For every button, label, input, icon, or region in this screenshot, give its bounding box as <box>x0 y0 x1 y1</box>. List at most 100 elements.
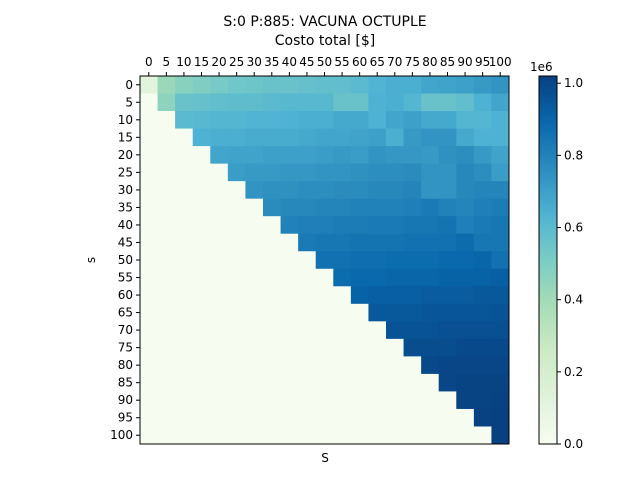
heatmap-cell <box>298 286 317 305</box>
heatmap-cell <box>192 426 211 445</box>
heatmap-cell <box>175 373 194 392</box>
heatmap-cell <box>157 216 176 235</box>
y-tick-label: 60 <box>118 288 133 302</box>
y-axis-label: s <box>84 257 98 263</box>
heatmap-cell <box>280 233 299 252</box>
heatmap-cell <box>315 198 334 217</box>
heatmap-cell <box>350 286 369 305</box>
heatmap-cell <box>192 373 211 392</box>
heatmap-cell <box>403 286 422 305</box>
heatmap-cell <box>403 181 422 200</box>
heatmap-cell <box>298 181 317 200</box>
heatmap-cell <box>280 426 299 445</box>
heatmap-cell <box>421 286 440 305</box>
heatmap-cell <box>491 408 510 427</box>
heatmap-cell <box>140 268 158 287</box>
heatmap-cell <box>140 93 158 112</box>
heatmap-cell <box>368 286 387 305</box>
heatmap-cell <box>280 163 299 182</box>
heatmap-cell <box>421 268 440 287</box>
heatmap-cell <box>263 198 281 217</box>
heatmap-cell <box>368 303 387 322</box>
heatmap-cell <box>227 93 246 112</box>
heatmap-cell <box>491 216 510 235</box>
heatmap-cell <box>227 198 246 217</box>
heatmap-cell <box>227 251 246 270</box>
y-tick-label: 40 <box>118 218 133 232</box>
heatmap-cell <box>491 321 510 340</box>
heatmap-cell <box>227 268 246 287</box>
heatmap-cell <box>438 356 457 375</box>
colorbar-tick-label: 1.0 <box>564 76 583 90</box>
heatmap-cell <box>456 373 475 392</box>
heatmap-cell <box>403 391 422 410</box>
heatmap-cell <box>192 303 211 322</box>
heatmap-cell <box>140 198 158 217</box>
heatmap-cell <box>333 426 352 445</box>
chart-subtitle: Costo total [$] <box>275 33 375 49</box>
chart-title: S:0 P:885: VACUNA OCTUPLE <box>223 14 426 30</box>
heatmap-cell <box>491 76 510 94</box>
heatmap-cell <box>298 216 317 235</box>
heatmap-cell <box>245 303 264 322</box>
heatmap-cell <box>175 356 194 375</box>
x-tick-label: 40 <box>282 55 297 69</box>
heatmap-cell <box>333 128 352 147</box>
heatmap-cell <box>140 146 158 165</box>
heatmap-cell <box>298 268 317 287</box>
heatmap-cell <box>140 76 158 94</box>
heatmap-cell <box>438 286 457 305</box>
heatmap-cell <box>438 268 457 287</box>
heatmap-cell <box>227 408 246 427</box>
heatmap-cell <box>263 408 281 427</box>
x-tick-label: 80 <box>422 55 437 69</box>
heatmap-cell <box>350 426 369 445</box>
heatmap-cell <box>140 111 158 129</box>
y-tick-label: 50 <box>118 253 133 267</box>
heatmap-cell <box>245 76 264 94</box>
heatmap-cell <box>421 391 440 410</box>
heatmap-cells <box>140 76 510 445</box>
heatmap-cell <box>140 391 158 410</box>
heatmap-cell <box>403 321 422 340</box>
heatmap-cell <box>227 356 246 375</box>
y-axis-ticks: 0 5 10 15 20 25 30 35 40 45 50 55 60 65 70 75 80 85 90 95 10… <box>110 78 140 442</box>
heatmap-cell <box>263 76 281 94</box>
y-tick-label: 0 <box>125 78 133 92</box>
heatmap-cell <box>157 76 176 94</box>
heatmap-cell <box>333 408 352 427</box>
heatmap-cell <box>175 146 194 165</box>
heatmap-cell <box>210 356 229 375</box>
heatmap-cell <box>421 338 440 357</box>
heatmap-cell <box>140 233 158 252</box>
colorbar-tick-label: 0.6 <box>564 221 583 235</box>
heatmap-cell <box>456 286 475 305</box>
heatmap-cell <box>473 146 492 165</box>
heatmap-cell <box>368 408 387 427</box>
heatmap-cell <box>491 128 510 147</box>
heatmap-cell <box>491 233 510 252</box>
heatmap-cell <box>421 181 440 200</box>
heatmap-cell <box>315 163 334 182</box>
heatmap-cell <box>368 373 387 392</box>
heatmap-cell <box>438 233 457 252</box>
heatmap-cell <box>192 268 211 287</box>
heatmap-cell <box>192 111 211 129</box>
heatmap-cell <box>210 426 229 445</box>
heatmap-cell <box>333 286 352 305</box>
x-tick-label: 25 <box>229 55 244 69</box>
heatmap-cell <box>280 286 299 305</box>
heatmap-cell <box>368 216 387 235</box>
heatmap-cell <box>245 356 264 375</box>
heatmap-cell <box>386 286 404 305</box>
heatmap-cell <box>280 408 299 427</box>
heatmap-cell <box>386 373 404 392</box>
heatmap-cell <box>386 251 404 270</box>
heatmap-cell <box>280 198 299 217</box>
heatmap-cell <box>140 128 158 147</box>
heatmap-cell <box>192 233 211 252</box>
heatmap-cell <box>386 391 404 410</box>
heatmap-cell <box>315 373 334 392</box>
heatmap-cell <box>175 198 194 217</box>
heatmap-cell <box>280 321 299 340</box>
